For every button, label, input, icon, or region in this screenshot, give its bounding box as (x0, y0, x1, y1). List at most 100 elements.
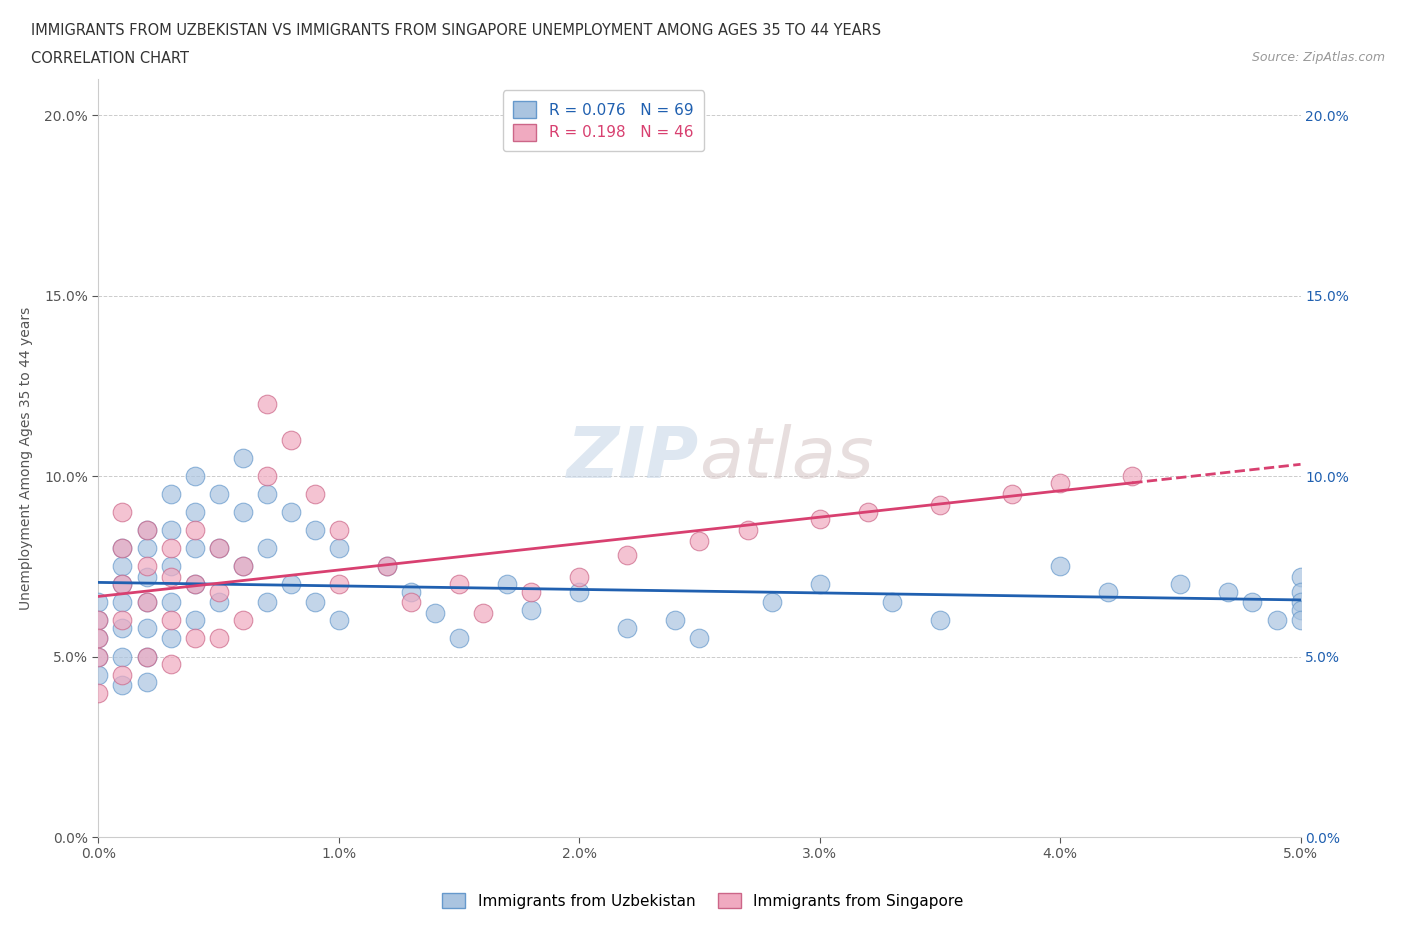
Point (159, 486, 181, 501)
Point (808, 577, 831, 591)
Point (111, 613, 134, 628)
Point (135, 523, 157, 538)
Point (1265, 613, 1288, 628)
Point (111, 595, 134, 610)
Point (375, 559, 398, 574)
Point (87, 667, 110, 682)
Point (183, 523, 205, 538)
Point (616, 620, 638, 635)
Point (1049, 476, 1071, 491)
Point (929, 613, 952, 628)
Point (159, 613, 181, 628)
Point (183, 469, 205, 484)
Point (664, 613, 686, 628)
Point (447, 577, 470, 591)
Point (1049, 559, 1071, 574)
Legend: R = 0.076   N = 69, R = 0.198   N = 46: R = 0.076 N = 69, R = 0.198 N = 46 (503, 90, 704, 152)
Point (761, 595, 783, 610)
Point (328, 613, 350, 628)
Point (87, 613, 110, 628)
Point (111, 577, 134, 591)
Point (1170, 577, 1192, 591)
Point (304, 486, 326, 501)
Point (135, 523, 157, 538)
Point (328, 523, 350, 538)
Legend: Immigrants from Uzbekistan, Immigrants from Singapore: Immigrants from Uzbekistan, Immigrants f… (436, 886, 970, 915)
Point (447, 631, 470, 646)
Point (135, 620, 157, 635)
Point (111, 649, 134, 664)
Point (737, 523, 759, 538)
Point (87, 631, 110, 646)
Point (1241, 595, 1264, 610)
Point (232, 559, 254, 574)
Point (159, 595, 181, 610)
Point (111, 667, 134, 682)
Point (111, 577, 134, 591)
Point (159, 523, 181, 538)
Point (159, 559, 181, 574)
Point (304, 523, 326, 538)
Point (208, 486, 231, 501)
Point (208, 595, 231, 610)
Point (183, 577, 205, 591)
Point (111, 541, 134, 556)
Point (1289, 584, 1312, 599)
Point (1289, 603, 1312, 618)
Point (256, 396, 278, 411)
Point (208, 541, 231, 556)
Text: Source: ZipAtlas.com: Source: ZipAtlas.com (1251, 51, 1385, 64)
Point (208, 584, 231, 599)
Point (280, 432, 302, 447)
Point (208, 541, 231, 556)
Point (87, 649, 110, 664)
Point (399, 595, 422, 610)
Point (135, 674, 157, 689)
Point (1121, 469, 1143, 484)
Point (256, 486, 278, 501)
Point (159, 570, 181, 585)
Point (496, 577, 519, 591)
Point (232, 451, 254, 466)
Point (183, 577, 205, 591)
Point (232, 613, 254, 628)
Point (256, 595, 278, 610)
Point (1289, 595, 1312, 610)
Point (1218, 584, 1240, 599)
Point (689, 631, 711, 646)
Point (375, 559, 398, 574)
Point (856, 505, 879, 520)
Point (232, 559, 254, 574)
Point (280, 505, 302, 520)
Point (328, 577, 350, 591)
Point (135, 559, 157, 574)
Text: IMMIGRANTS FROM UZBEKISTAN VS IMMIGRANTS FROM SINGAPORE UNEMPLOYMENT AMONG AGES : IMMIGRANTS FROM UZBEKISTAN VS IMMIGRANTS… (31, 23, 882, 38)
Point (520, 584, 543, 599)
Point (472, 605, 495, 620)
Point (159, 631, 181, 646)
Y-axis label: Unemployment Among Ages 35 to 44 years: Unemployment Among Ages 35 to 44 years (20, 306, 32, 610)
Point (135, 570, 157, 585)
Point (1001, 486, 1024, 501)
Point (423, 605, 446, 620)
Text: ZIP: ZIP (567, 423, 700, 493)
Point (135, 649, 157, 664)
Point (520, 603, 543, 618)
Point (232, 505, 254, 520)
Point (111, 559, 134, 574)
Point (87, 649, 110, 664)
Point (111, 678, 134, 693)
Point (808, 512, 831, 526)
Point (328, 541, 350, 556)
Point (87, 613, 110, 628)
Point (111, 620, 134, 635)
Point (568, 570, 591, 585)
Point (1289, 570, 1312, 585)
Text: CORRELATION CHART: CORRELATION CHART (31, 51, 188, 66)
Point (256, 469, 278, 484)
Text: atlas: atlas (700, 423, 875, 493)
Point (689, 534, 711, 549)
Point (87, 631, 110, 646)
Point (135, 541, 157, 556)
Point (1289, 613, 1312, 628)
